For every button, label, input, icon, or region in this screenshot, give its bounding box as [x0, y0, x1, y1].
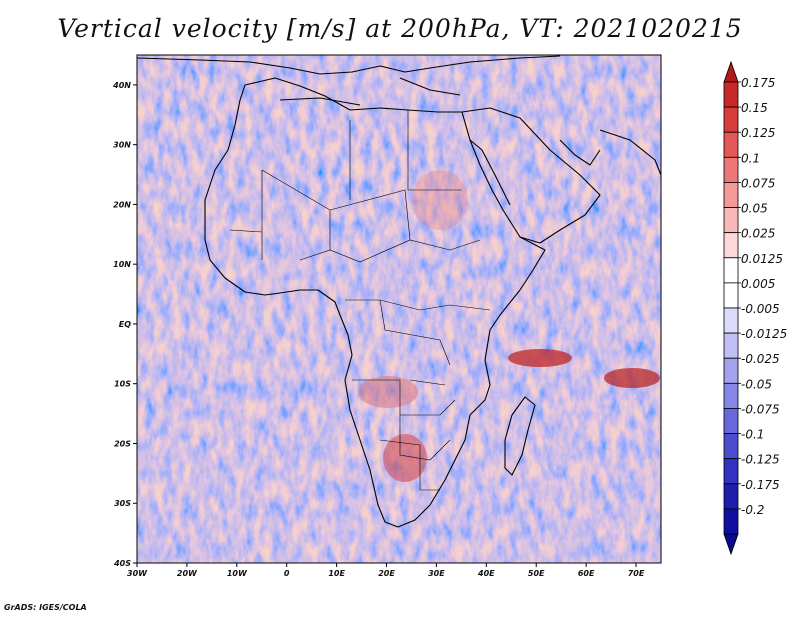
colorbar-swatch	[723, 382, 739, 409]
colorbar-swatch	[723, 357, 739, 384]
colorbar-label: -0.075	[741, 402, 780, 416]
india-coastline	[599, 129, 661, 176]
country-borders	[229, 110, 491, 491]
longitude-axis: 30W 20W 10W 0 10E 20E 30E 40E 50E 60E 70E	[127, 563, 645, 578]
lon-tick-label: 40E	[477, 569, 495, 578]
colorbar-label: -0.0125	[741, 327, 787, 341]
latitude-axis: 40N 30N 20N 10N EQ 10S 20S 30S 40S	[112, 81, 137, 568]
lon-tick-label: 70E	[628, 569, 645, 578]
colorbar-swatch	[723, 106, 739, 133]
lat-tick-label: 20S	[114, 439, 131, 448]
red-sea	[469, 139, 511, 206]
colorbar-label: -0.1	[741, 428, 764, 442]
lon-tick-label: 50E	[528, 569, 545, 578]
colorbar-swatch	[723, 408, 739, 434]
ascent-region	[358, 376, 418, 408]
colorbar-max-arrow	[723, 60, 739, 83]
ascent-region	[412, 170, 468, 230]
lat-tick-label: 10N	[113, 260, 131, 269]
colorbar-label: -0.025	[741, 352, 780, 366]
madagascar-coastline	[504, 396, 536, 476]
colorbar-label: 0.05	[741, 202, 768, 216]
colorbar-swatch	[723, 207, 739, 234]
colorbar-swatch	[723, 332, 739, 359]
lat-tick-label: EQ	[119, 320, 131, 329]
arabia-coastline	[461, 107, 601, 244]
colorbar-label: 0.125	[741, 126, 775, 140]
lat-tick-label: 10S	[114, 380, 131, 389]
colorbar-swatch	[723, 282, 739, 309]
colorbar-swatch	[723, 156, 739, 183]
chart-title: Vertical velocity [m/s] at 200hPa, VT: 2…	[57, 14, 743, 43]
colorbar: 0.175 0.15 0.125 0.1 0.075 0.05 0.025 0.0125 0.0…	[723, 60, 787, 556]
lat-tick-label: 40S	[113, 559, 131, 568]
colorbar-label: -0.005	[741, 302, 780, 316]
colorbar-label: 0.1	[741, 151, 760, 165]
lon-tick-label: 10E	[328, 569, 345, 578]
coastlines	[137, 55, 661, 528]
plot-frame	[136, 54, 662, 564]
colorbar-label: -0.2	[741, 503, 764, 517]
europe-coastline	[137, 55, 561, 75]
velocity-field	[137, 55, 661, 563]
colorbar-label: -0.125	[741, 453, 780, 467]
colorbar-label: 0.005	[741, 277, 775, 291]
colorbar-swatch	[723, 508, 739, 535]
colorbar-swatch	[723, 131, 739, 158]
lat-tick-label: 30N	[113, 141, 131, 150]
lon-tick-label: 10W	[227, 569, 248, 578]
colorbar-label: -0.05	[741, 377, 772, 391]
colorbar-swatch	[723, 81, 739, 108]
colorbar-label: 0.15	[741, 101, 768, 115]
lat-tick-label: 40N	[112, 81, 131, 90]
lat-tick-label: 20N	[113, 200, 131, 209]
africa-coastline	[204, 77, 546, 528]
lat-tick-label: 30S	[114, 499, 131, 508]
credit-text: GrADS: IGES/COLA	[4, 603, 87, 612]
colorbar-min-arrow	[723, 533, 739, 556]
colorbar-swatch	[723, 232, 739, 259]
lon-tick-label: 30E	[428, 569, 445, 578]
colorbar-swatch	[723, 182, 739, 208]
colorbar-label: -0.175	[741, 478, 780, 492]
strong-ascent-region	[604, 368, 660, 388]
colorbar-label: 0.025	[741, 227, 775, 241]
lon-tick-label: 20E	[378, 569, 395, 578]
strong-ascent-region	[383, 434, 427, 482]
colorbar-label: 0.075	[741, 176, 775, 190]
colorbar-label: 0.175	[741, 76, 775, 90]
colorbar-label: 0.0125	[741, 252, 783, 266]
colorbar-swatch	[723, 307, 739, 334]
colorbar-swatch	[723, 458, 739, 485]
mediterranean	[279, 77, 461, 106]
colorbar-swatch	[723, 257, 739, 284]
strong-ascent-region	[508, 349, 572, 367]
lon-tick-label: 20W	[177, 569, 198, 578]
persian-gulf	[559, 139, 601, 166]
lon-tick-label: 0	[284, 569, 290, 578]
colorbar-swatch	[723, 483, 739, 510]
colorbar-swatch	[723, 433, 739, 460]
lon-tick-label: 60E	[578, 569, 595, 578]
lon-tick-label: 30W	[127, 569, 148, 578]
